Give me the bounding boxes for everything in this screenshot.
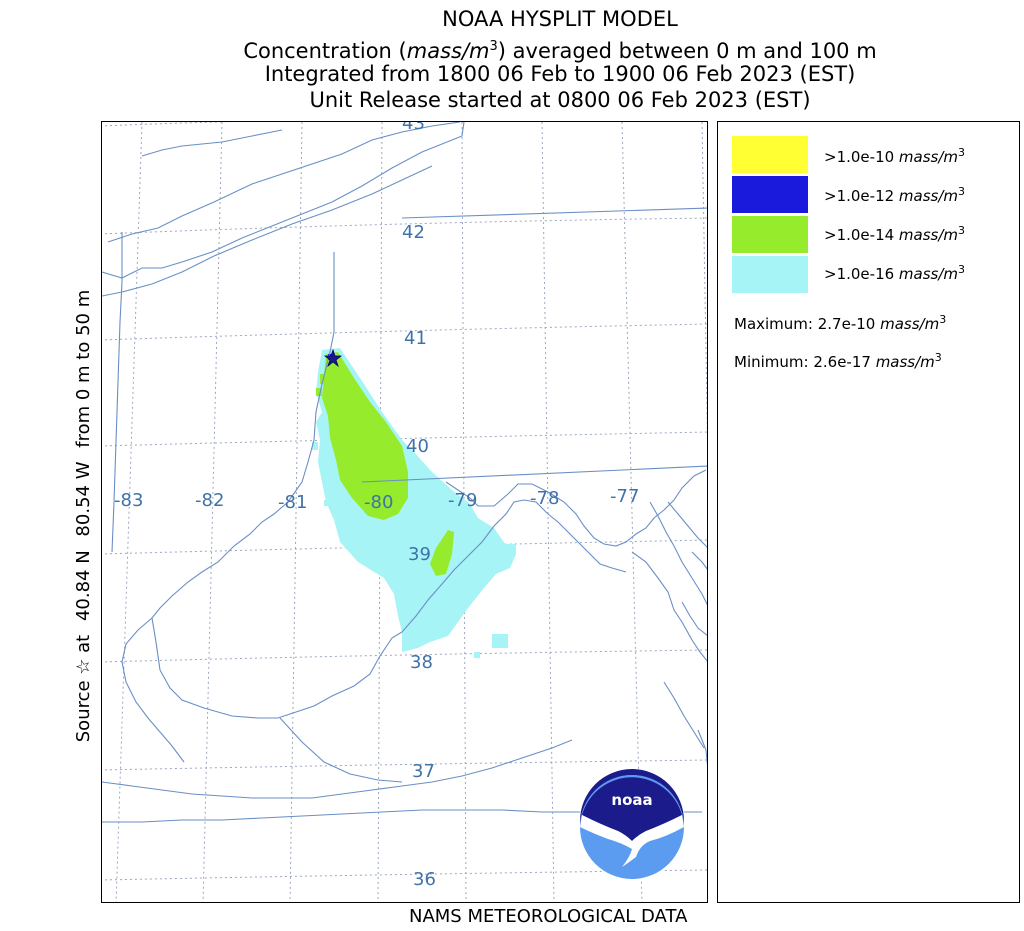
- legend-unit: mass/m: [898, 265, 959, 283]
- meteorological-data-label: NAMS METEOROLOGICAL DATA: [409, 906, 688, 927]
- maximum-exponent: 3: [939, 313, 947, 326]
- title-line-4: Unit Release started at 0800 06 Feb 2023…: [309, 88, 811, 112]
- lon-line-78: [541, 122, 555, 902]
- legend-unit: mass/m: [898, 187, 959, 205]
- coast-6: [691, 551, 707, 570]
- logo-text: noaa: [611, 791, 652, 809]
- legend-label-3: >1.0e-14 mass/m3: [824, 224, 965, 244]
- lon-label: -82: [195, 490, 224, 511]
- lake-erie-north-shore: [107, 122, 461, 243]
- title-unit: mass/m: [406, 39, 490, 63]
- ky-va-border: [102, 739, 573, 799]
- minimum-text: Minimum: 2.6e-17: [734, 353, 876, 371]
- concentration-map: 43 42 41 40 39 38 37 36 -83 -82 -81 -80 …: [102, 122, 707, 902]
- lat-line-38: [102, 649, 707, 663]
- lat-label: 37: [412, 761, 435, 782]
- legend-swatch-cyan: [732, 256, 808, 293]
- maximum-text: Maximum: 2.7e-10: [734, 315, 881, 333]
- coast-3: [667, 501, 707, 548]
- legend-panel: >1.0e-10 mass/m3 >1.0e-12 mass/m3 >1.0e-…: [717, 121, 1020, 903]
- lat-label: 41: [404, 328, 427, 349]
- lon-label: -79: [448, 490, 477, 511]
- legend-value: >1.0e-14: [824, 226, 899, 244]
- legend-swatch-blue: [732, 176, 808, 213]
- coast-7: [697, 729, 707, 766]
- wv-va-border: [401, 499, 627, 633]
- lon-line-76: [701, 122, 707, 437]
- lon-line-81: [289, 122, 303, 902]
- lon-label: -80: [364, 492, 393, 513]
- legend-exponent: 3: [958, 263, 966, 276]
- pa-md-border: [361, 465, 707, 483]
- coast-5: [681, 601, 707, 636]
- ny-pa-border: [401, 207, 707, 219]
- boundaries: [102, 122, 707, 823]
- maximum-value: Maximum: 2.7e-10 mass/m3: [734, 313, 946, 333]
- legend-swatch-green: [732, 216, 808, 253]
- lon-label: -77: [610, 486, 639, 507]
- legend-unit: mass/m: [898, 148, 959, 166]
- md-panhandle: [445, 469, 707, 547]
- lon-line-82: [202, 122, 223, 902]
- lake-erie-shore: [102, 122, 465, 279]
- lon-label: -78: [530, 488, 559, 509]
- minimum-value: Minimum: 2.6e-17 mass/m3: [734, 351, 942, 371]
- lon-label: -81: [278, 492, 307, 513]
- maximum-unit: mass/m: [880, 315, 940, 333]
- legend-label-1: >1.0e-10 mass/m3: [824, 146, 965, 166]
- lat-label: 38: [410, 652, 433, 673]
- title-unit-exponent: 3: [489, 39, 498, 54]
- title-line-3: Integrated from 1800 06 Feb to 1900 06 F…: [264, 62, 856, 86]
- title-line-1: NOAA HYSPLIT MODEL: [442, 7, 678, 31]
- legend-label-4: >1.0e-16 mass/m3: [824, 263, 965, 283]
- lat-label: 39: [408, 544, 431, 565]
- minimum-unit: mass/m: [875, 353, 935, 371]
- legend-value: >1.0e-16: [824, 265, 899, 283]
- noaa-logo: noaa: [578, 769, 686, 881]
- source-longitude: 80.54 W: [73, 461, 94, 537]
- lake-erie-tip: [141, 129, 283, 157]
- ky-wv-border: [121, 617, 185, 763]
- oh-in-border: [111, 232, 123, 553]
- lon-label: -83: [114, 490, 143, 511]
- source-star: [323, 348, 343, 368]
- chesapeake-coast: [631, 551, 707, 662]
- legend-value: >1.0e-10: [824, 148, 899, 166]
- source-text: Source ☆ at: [73, 634, 94, 743]
- legend-exponent: 3: [958, 224, 966, 237]
- title-prefix: Concentration (: [243, 39, 407, 63]
- coast-2: [649, 501, 707, 606]
- lat-line-37: [102, 759, 707, 771]
- legend-value: >1.0e-12: [824, 187, 899, 205]
- lat-label: 40: [406, 436, 429, 457]
- minimum-exponent: 3: [934, 351, 942, 364]
- source-height: from 0 m to 50 m: [73, 289, 94, 448]
- lon-line-83: [115, 122, 143, 902]
- concentration-band-1e-14: [316, 352, 454, 576]
- legend-label-2: >1.0e-12 mass/m3: [824, 185, 965, 205]
- map-panel: 43 42 41 40 39 38 37 36 -83 -82 -81 -80 …: [101, 121, 708, 903]
- ontario-shore: [102, 165, 433, 297]
- title-line-2: Concentration (mass/m3) averaged between…: [0, 33, 1024, 65]
- legend-unit: mass/m: [898, 226, 959, 244]
- longitude-labels: -83 -82 -81 -80 -79 -78 -77: [114, 486, 639, 513]
- legend-exponent: 3: [958, 185, 966, 198]
- coast-4: [663, 681, 705, 749]
- legend-exponent: 3: [958, 146, 966, 159]
- legend-swatch-yellow: [732, 136, 808, 173]
- latitude-labels: 43 42 41 40 39 38 37 36: [402, 122, 436, 890]
- va-line-1: [279, 717, 403, 783]
- source-label: Source ☆ at 40.84 N 80.54 W from 0 m to …: [71, 256, 97, 776]
- lat-label: 36: [413, 869, 436, 890]
- title-suffix: ) averaged between 0 m and 100 m: [497, 39, 877, 63]
- lat-label: 43: [402, 122, 425, 134]
- pa-oh-border: [329, 252, 335, 353]
- source-latitude: 40.84 N: [73, 550, 94, 622]
- lat-label: 42: [402, 222, 425, 243]
